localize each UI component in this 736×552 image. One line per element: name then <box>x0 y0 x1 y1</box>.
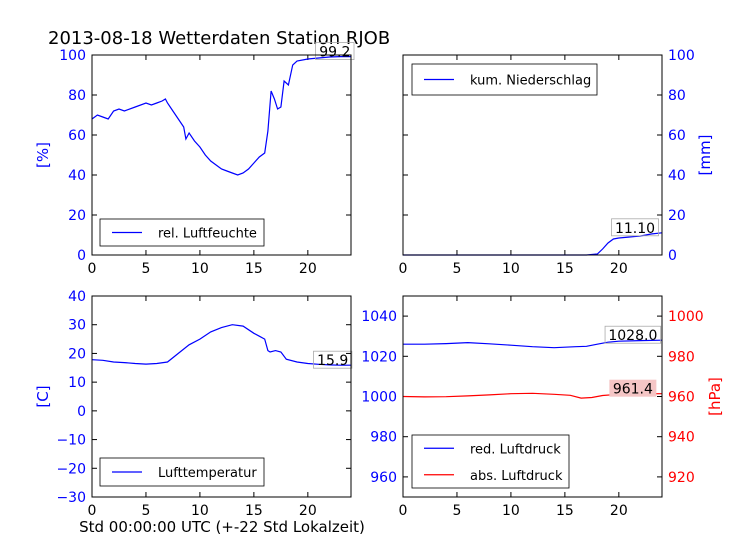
y2-tick-label: 940 <box>668 430 695 446</box>
annotation-label: 11.10 <box>615 221 655 237</box>
figure-xlabel: Std 00:00:00 UTC (+-22 Std Lokalzeit) <box>79 518 365 536</box>
annotation-label: 15.9 <box>317 353 348 369</box>
plot-frame <box>91 295 352 498</box>
annotation-label: 1028.0 <box>608 328 657 344</box>
y2-axis-label: [hPa] <box>706 377 724 416</box>
legend-label: rel. Luftfeuchte <box>158 227 257 242</box>
x-tick-label: 15 <box>556 503 574 519</box>
figure-title: 2013-08-18 Wetterdaten Station RJOB <box>48 28 390 49</box>
y-tick-label: 80 <box>68 88 86 104</box>
y-tick-label: 0 <box>77 404 86 420</box>
subplot-3: 0 5 10 15 20 −30 −20 −10 0 10 20 30 40 [C] 15.9 Lufttem… <box>34 289 353 519</box>
annotation-box <box>604 325 662 344</box>
subplot-4: 0 5 10 15 20 960 980 1000 1020 1040 920 940 960 980 10… <box>361 295 724 519</box>
y-tick-label: 100 <box>59 48 86 64</box>
plot-frame <box>91 54 352 256</box>
y-tick-label: 40 <box>68 168 86 184</box>
y-tick-label: 0 <box>668 248 677 264</box>
y2-tick-label: 920 <box>668 470 695 486</box>
x-tick-label: 10 <box>191 261 209 277</box>
y-tick-label: 100 <box>668 48 695 64</box>
y-tick-label: 60 <box>68 128 86 144</box>
annotation-box <box>313 350 353 369</box>
y-tick-label: 960 <box>370 470 397 486</box>
x-tick-label: 0 <box>399 503 408 519</box>
x-tick-label: 5 <box>452 503 461 519</box>
y-tick-label: 30 <box>68 318 86 334</box>
legend-box <box>411 434 570 489</box>
x-tick-label: 15 <box>245 261 263 277</box>
y-tick-label: −20 <box>56 461 86 477</box>
y-tick-label: 10 <box>68 375 86 391</box>
y2-tick-label: 960 <box>668 390 695 406</box>
x-tick-label: 10 <box>191 503 209 519</box>
y-tick-label: 40 <box>68 289 86 305</box>
x-tick-label: 20 <box>299 261 317 277</box>
y-tick-label: 80 <box>668 88 686 104</box>
plot-frame <box>402 295 663 498</box>
y-tick-label: 0 <box>77 248 86 264</box>
y-axis-label: [mm] <box>696 135 714 176</box>
x-tick-label: 20 <box>299 503 317 519</box>
series-line-1 <box>91 324 351 366</box>
x-tick-label: 0 <box>88 503 97 519</box>
y-tick-label: 980 <box>370 430 397 446</box>
x-tick-label: 0 <box>88 261 97 277</box>
subplot-1: 0 5 10 15 20 0 20 40 60 80 100 [%] 99.2 rel. Luftfeuc… <box>34 42 355 277</box>
x-tick-label: 10 <box>502 503 520 519</box>
legend-label: kum. Niederschlag <box>470 74 591 89</box>
y-axis-label: [%] <box>34 142 52 168</box>
y-tick-label: 20 <box>68 208 86 224</box>
annotation-label: 99.2 <box>319 45 350 61</box>
y2-tick-label: 980 <box>668 349 695 365</box>
x-tick-label: 10 <box>502 261 520 277</box>
plot-frame <box>402 54 663 256</box>
legend-label: Lufttemperatur <box>158 466 257 481</box>
x-tick-label: 15 <box>245 503 263 519</box>
x-tick-label: 5 <box>141 503 150 519</box>
y-axis-label: [C] <box>34 385 52 407</box>
x-tick-label: 15 <box>556 261 574 277</box>
annotation-box <box>609 379 657 397</box>
x-tick-label: 5 <box>452 261 461 277</box>
legend-label: abs. Luftdruck <box>470 469 563 484</box>
legend-label: red. Luftdruck <box>470 442 561 457</box>
series-line-1 <box>91 55 351 176</box>
y-tick-label: 40 <box>668 168 686 184</box>
y-tick-label: −30 <box>56 490 86 506</box>
subplot-2: 0 5 10 15 20 0 20 40 60 80 100 [mm] 11.10 kum. Nieder… <box>399 48 714 277</box>
y-tick-label: 1040 <box>361 309 397 325</box>
y-tick-label: 1020 <box>361 349 397 365</box>
y-tick-label: 1000 <box>361 390 397 406</box>
annotation-box <box>611 218 659 237</box>
y-tick-label: 20 <box>68 346 86 362</box>
y-tick-label: 60 <box>668 128 686 144</box>
annotation-label: 961.4 <box>613 382 653 398</box>
series-line-1 <box>403 339 663 349</box>
x-tick-label: 20 <box>610 503 628 519</box>
y-tick-label: −10 <box>56 433 86 449</box>
x-tick-label: 5 <box>141 261 150 277</box>
y2-tick-label: 1000 <box>668 309 704 325</box>
x-tick-label: 20 <box>610 261 628 277</box>
annotation-box <box>315 42 355 60</box>
x-tick-label: 0 <box>399 261 408 277</box>
y-tick-label: 20 <box>668 208 686 224</box>
